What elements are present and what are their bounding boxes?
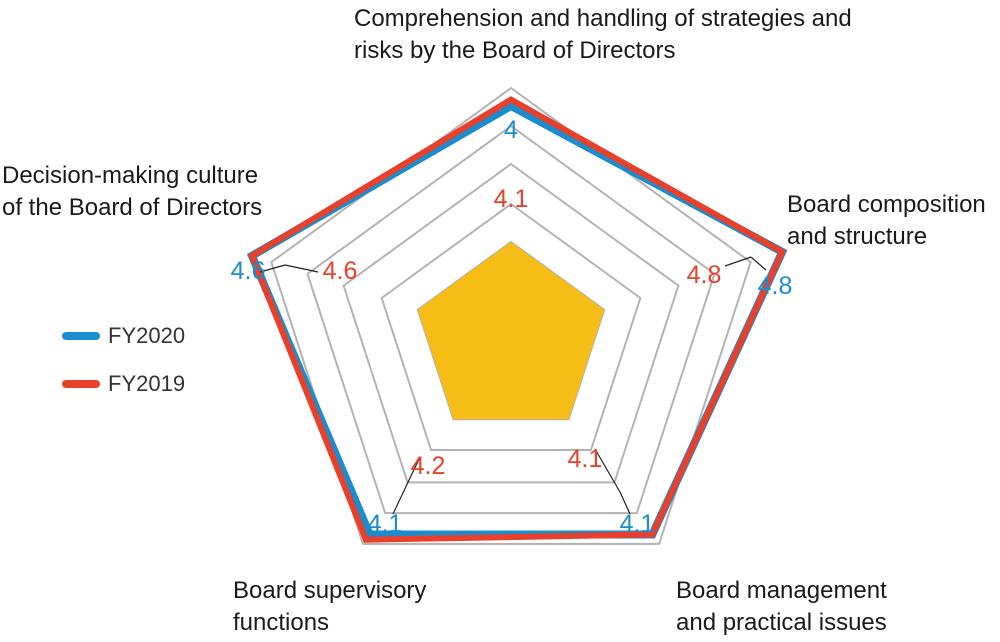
leader-line-6 [724,256,752,267]
value-label-fy2020-axis-1: 4 [504,116,518,144]
value-label-fy2019-axis-1: 4.1 [494,185,529,213]
center-pentagon [417,242,605,420]
value-label-fy2020-axis-2: 4.8 [758,272,793,300]
legend-label-fy2020: FY2020 [108,323,186,349]
value-label-fy2020-axis-4: 4.1 [368,510,403,538]
axis-labels: Comprehension and handling of strategies… [2,5,986,636]
axis-label-4-line-2: functions [233,609,329,636]
value-leader-lines [259,256,767,515]
leader-line-2 [619,491,631,515]
series-line-fy2019 [248,96,787,543]
axis-label-4: Board supervisory functions [233,577,426,636]
value-label-fy2019-axis-3: 4.1 [568,445,603,473]
leader-line-4 [259,264,286,273]
axis-label-1: Comprehension and handling of strategies… [354,5,852,64]
value-label-fy2020-axis-5: 4.6 [231,257,266,285]
leader-line-7 [594,448,621,493]
legend-swatch-fy2019 [62,380,100,389]
axis-label-4-line-1: Board supervisory [233,577,426,604]
axis-label-1-line-2: risks by the Board of Directors [354,37,675,64]
value-label-fy2020-axis-3: 4.1 [620,510,655,538]
series-layer [246,96,788,543]
grid-ring-4 [306,124,716,515]
value-label-fy2019-axis-4: 4.2 [411,452,446,480]
axis-label-2: Board composition and structure [787,191,986,250]
leader-line-5 [284,264,319,273]
axis-label-5-line-1: Decision-making culture [2,162,258,189]
axis-label-3-line-2: and practical issues [676,609,887,636]
axis-label-3: Board management and practical issues [676,577,887,636]
grid-ring-3 [342,162,680,484]
grid-ring-5 [270,86,752,545]
leader-line-1 [750,256,767,271]
axis-label-3-line-1: Board management [676,577,887,604]
axis-label-2-line-2: and structure [787,223,927,250]
value-labels: 4 4.8 4.1 4.1 4.6 4.1 4.8 4.1 4.2 4.6 [231,116,793,538]
legend-item-fy2020: FY2020 [62,322,185,349]
axis-label-2-line-1: Board composition [787,191,986,218]
leader-line-3 [392,496,402,515]
legend-swatch-fy2020 [62,332,100,341]
value-label-fy2019-axis-5: 4.6 [323,257,358,285]
grid-ring-2 [380,202,642,452]
axis-label-5: Decision-making culture of the Board of D… [2,162,262,221]
value-label-fy2019-axis-2: 4.8 [687,261,722,289]
legend-label-fy2019: FY2019 [108,371,186,397]
axis-label-1-line-1: Comprehension and handling of strategies… [354,5,852,32]
leader-line-8 [400,456,421,498]
radar-grid [270,86,752,545]
axis-label-5-line-2: of the Board of Directors [2,194,262,221]
legend-item-fy2019: FY2019 [62,370,185,397]
